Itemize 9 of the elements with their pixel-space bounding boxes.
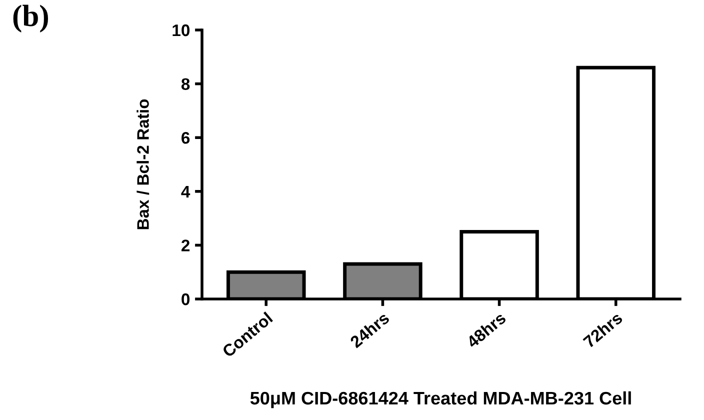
x-axis-title: 50μM CID-6861424 Treated MDA-MB-231 Cell (250, 391, 631, 408)
y-tick-label: 6 (182, 132, 190, 144)
y-tick-label: 2 (182, 240, 190, 252)
y-tick-label: 4 (181, 186, 190, 198)
y-axis-title: Bax / Bcl-2 Ratio (136, 99, 150, 230)
y-tick-label: 8 (181, 78, 190, 90)
y-tick-label: 10 (172, 24, 190, 36)
y-tick-label: 0 (182, 293, 190, 306)
text: (b) (13, 4, 48, 33)
